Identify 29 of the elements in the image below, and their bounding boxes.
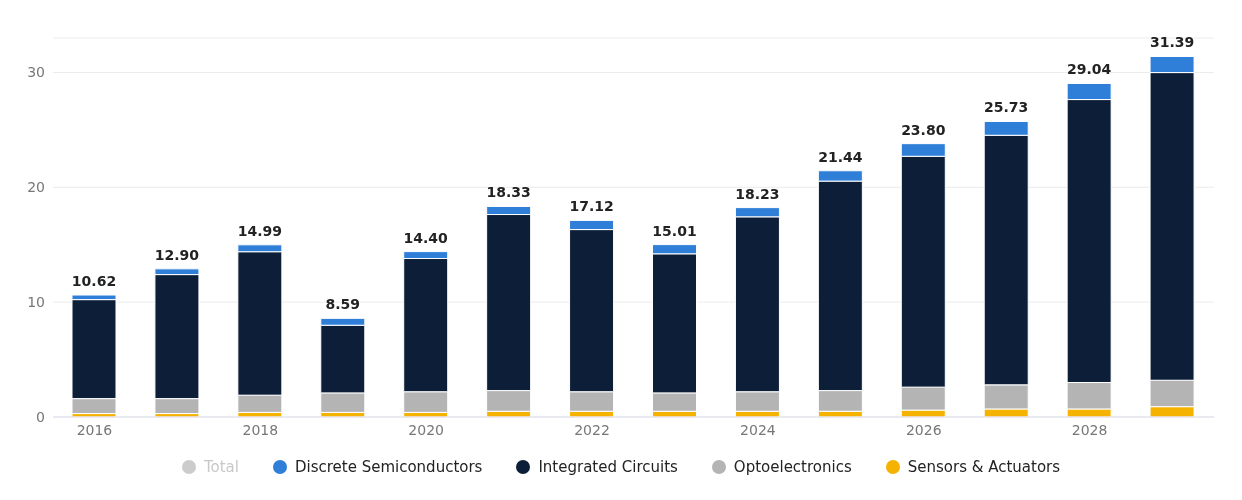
total-label: 18.33 — [486, 184, 531, 201]
total-label: 25.73 — [984, 99, 1029, 116]
x-tick-label: 2024 — [740, 421, 776, 438]
y-tick-label: 10 — [27, 294, 45, 311]
legend-label: Optoelectronics — [733, 458, 852, 476]
total-label: 14.40 — [403, 229, 449, 246]
x-tick-label: 2016 — [76, 421, 113, 438]
y-tick-label: 30 — [27, 64, 45, 81]
total-label: 31.39 — [1149, 34, 1195, 51]
x-tick-label: 2026 — [905, 421, 942, 438]
y-tick-label: 0 — [36, 408, 45, 425]
total-label: 10.62 — [71, 273, 117, 290]
total-label: 15.01 — [652, 222, 697, 239]
y-tick-label: 20 — [27, 179, 45, 196]
x-tick-label: 2018 — [242, 421, 279, 438]
total-label: 23.80 — [901, 121, 946, 138]
x-tick-label: 2028 — [1071, 421, 1108, 438]
total-label: 12.90 — [154, 246, 200, 263]
x-tick-label: 2022 — [574, 421, 610, 438]
legend-label: Discrete Semiconductors — [294, 458, 483, 476]
x-tick-label: 2020 — [408, 421, 444, 438]
total-label: 29.04 — [1066, 61, 1112, 78]
total-label: 14.99 — [237, 222, 283, 239]
total-label: 17.12 — [569, 198, 614, 215]
total-label: 21.44 — [818, 148, 863, 165]
legend-label: Sensors & Actuators — [907, 458, 1061, 476]
legend-label: Integrated Circuits — [538, 458, 678, 476]
total-label: 18.23 — [735, 185, 780, 202]
total-label: 8.59 — [325, 296, 361, 313]
